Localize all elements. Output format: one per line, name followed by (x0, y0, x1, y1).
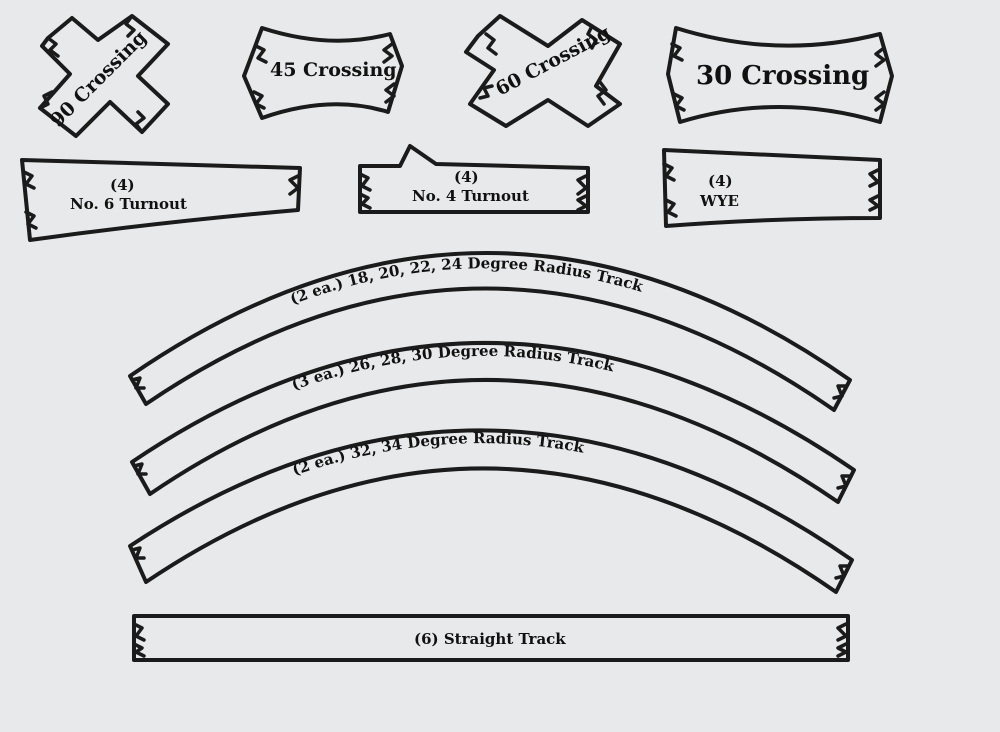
crossing-45-label: 45 Crossing (270, 59, 397, 81)
crossing-45-piece: 45 Crossing (242, 26, 404, 120)
radius-track-32-34-piece: (2 ea.) 32, 34 Degree Radius Track (128, 428, 854, 594)
no-6-turnout-quantity: (4) (110, 176, 135, 194)
straight-track-piece: (6) Straight Track (132, 614, 850, 662)
no-4-turnout-piece: (4) No. 4 Turnout (358, 144, 590, 214)
crossing-30-label: 30 Crossing (696, 61, 869, 91)
no-4-turnout-label: No. 4 Turnout (412, 187, 529, 205)
radius-track-18-24-piece: (2 ea.) 18, 20, 22, 24 Degree Radius Tra… (128, 251, 852, 412)
no-6-turnout-piece: (4) No. 6 Turnout (20, 158, 302, 242)
straight-track-label: (6) Straight Track (414, 630, 566, 648)
wye-piece: (4) WYE (662, 148, 882, 228)
crossing-30-piece: 30 Crossing (666, 26, 894, 124)
crossing-90-piece: 90 Crossing (38, 14, 170, 138)
wye-label: WYE (699, 192, 739, 210)
radius-track-26-30-piece: (3 ea.) 26, 28, 30 Degree Radius Track (130, 341, 856, 504)
no-4-turnout-quantity: (4) (454, 168, 479, 186)
crossing-60-piece: 60 Crossing (464, 14, 622, 128)
no-6-turnout-label: No. 6 Turnout (70, 195, 187, 213)
wye-quantity: (4) (708, 172, 733, 190)
